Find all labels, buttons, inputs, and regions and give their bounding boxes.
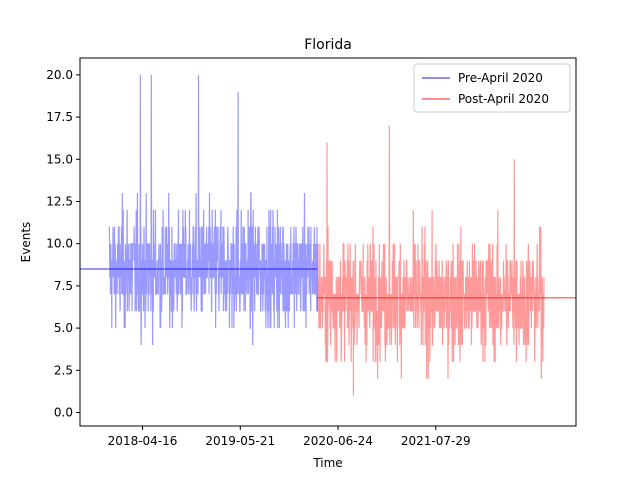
axes-layer: 0.0 2.5 5.0 7.5 10.0 12.5 15.0 17.5 20.0 2018-04-…	[46, 57, 577, 448]
x-tick-label: 2021-07-29	[401, 434, 471, 448]
series-line-post-april-2020	[316, 125, 545, 396]
y-tick-label: 20.0	[46, 68, 73, 82]
x-tick-label: 2018-04-16	[108, 434, 178, 448]
legend-box	[413, 63, 571, 113]
y-tick-label: 10.0	[46, 237, 73, 251]
y-tick-label: 12.5	[46, 194, 73, 208]
y-tick-label: 0.0	[54, 405, 73, 419]
legend: Pre-April 2020 Post-April 2020	[413, 63, 571, 113]
y-tick-label: 5.0	[54, 321, 73, 335]
plot-frame	[79, 57, 577, 427]
y-axis-label: Events	[19, 222, 33, 263]
series-line-pre-april-2020	[108, 74, 318, 346]
y-tick-label: 17.5	[46, 110, 73, 124]
y-tick-label: 2.5	[54, 363, 73, 377]
y-tick-label: 15.0	[46, 152, 73, 166]
legend-label: Pre-April 2020	[458, 71, 543, 85]
chart-title: Florida	[304, 37, 352, 53]
x-axis-label: Time	[312, 456, 342, 470]
series-layer	[80, 74, 576, 396]
legend-label: Post-April 2020	[458, 92, 549, 106]
y-tick-label: 7.5	[54, 279, 73, 293]
x-tick-label: 2020-06-24	[303, 434, 373, 448]
x-tick-label: 2019-05-21	[205, 434, 275, 448]
